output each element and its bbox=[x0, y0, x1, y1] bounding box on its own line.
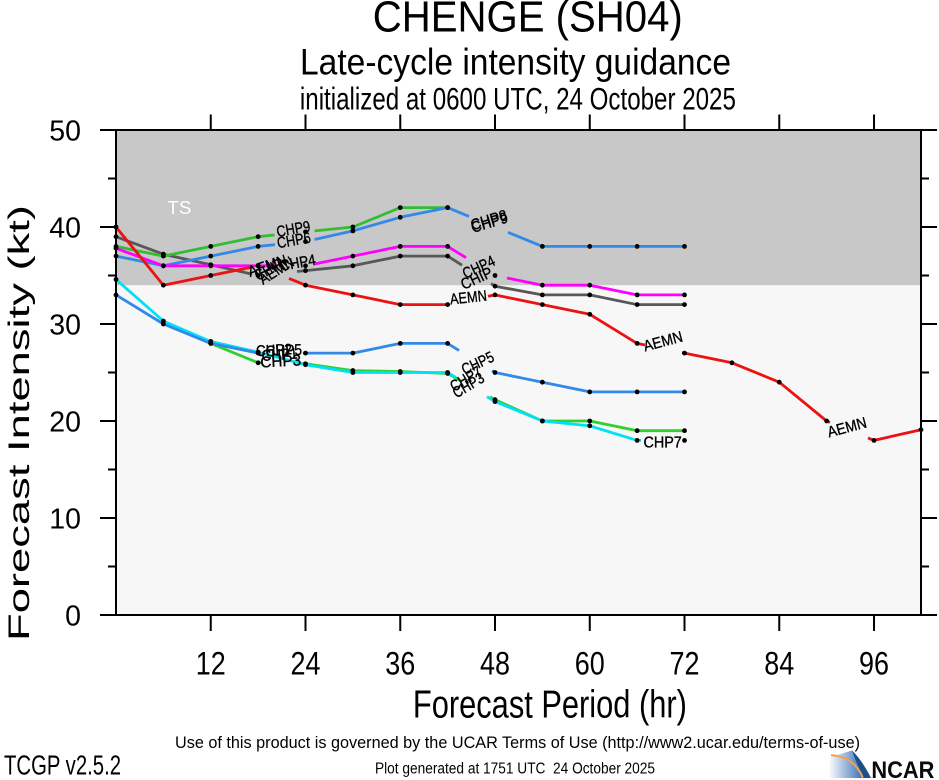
svg-text:20: 20 bbox=[49, 407, 81, 439]
svg-text:CHP7: CHP7 bbox=[644, 435, 682, 452]
svg-text:Forecast Period (hr): Forecast Period (hr) bbox=[413, 682, 687, 726]
svg-text:NCAR: NCAR bbox=[871, 756, 934, 780]
svg-text:Late-cycle intensity guidance: Late-cycle intensity guidance bbox=[300, 41, 731, 83]
svg-text:30: 30 bbox=[49, 310, 81, 342]
svg-text:Use of this product is governe: Use of this product is governed by the U… bbox=[175, 734, 860, 752]
svg-text:initialized at 0600 UTC, 24 Oc: initialized at 0600 UTC, 24 October 2025 bbox=[300, 81, 736, 116]
svg-text:CHENGE (SH04): CHENGE (SH04) bbox=[373, 0, 683, 41]
svg-text:Forecast Intensity (kt): Forecast Intensity (kt) bbox=[3, 205, 36, 641]
svg-text:96: 96 bbox=[859, 646, 889, 682]
svg-text:Plot generated at 1751 UTC 24: Plot generated at 1751 UTC 24 October 20… bbox=[375, 761, 655, 778]
svg-text:50: 50 bbox=[49, 116, 81, 148]
svg-text:24: 24 bbox=[291, 646, 321, 682]
svg-text:84: 84 bbox=[764, 646, 794, 682]
svg-text:0: 0 bbox=[65, 601, 81, 633]
svg-text:10: 10 bbox=[49, 504, 81, 536]
svg-text:60: 60 bbox=[575, 646, 605, 682]
svg-text:40: 40 bbox=[49, 213, 81, 245]
svg-text:72: 72 bbox=[670, 646, 700, 682]
svg-text:TS: TS bbox=[167, 198, 191, 218]
svg-text:48: 48 bbox=[480, 646, 510, 682]
svg-text:36: 36 bbox=[385, 646, 415, 682]
svg-text:AEMN: AEMN bbox=[449, 288, 488, 309]
svg-text:CHP4: CHP4 bbox=[279, 252, 318, 275]
svg-text:CHP6: CHP6 bbox=[276, 230, 312, 253]
svg-text:TCGP v2.5.2: TCGP v2.5.2 bbox=[4, 750, 121, 780]
svg-text:CHP1: CHP1 bbox=[261, 346, 298, 365]
svg-text:CHP5: CHP5 bbox=[265, 342, 302, 361]
svg-text:12: 12 bbox=[196, 646, 226, 682]
svg-text:CHP9: CHP9 bbox=[275, 218, 311, 241]
svg-text:CHP3: CHP3 bbox=[260, 352, 302, 371]
svg-text:CHP2: CHP2 bbox=[256, 341, 293, 360]
